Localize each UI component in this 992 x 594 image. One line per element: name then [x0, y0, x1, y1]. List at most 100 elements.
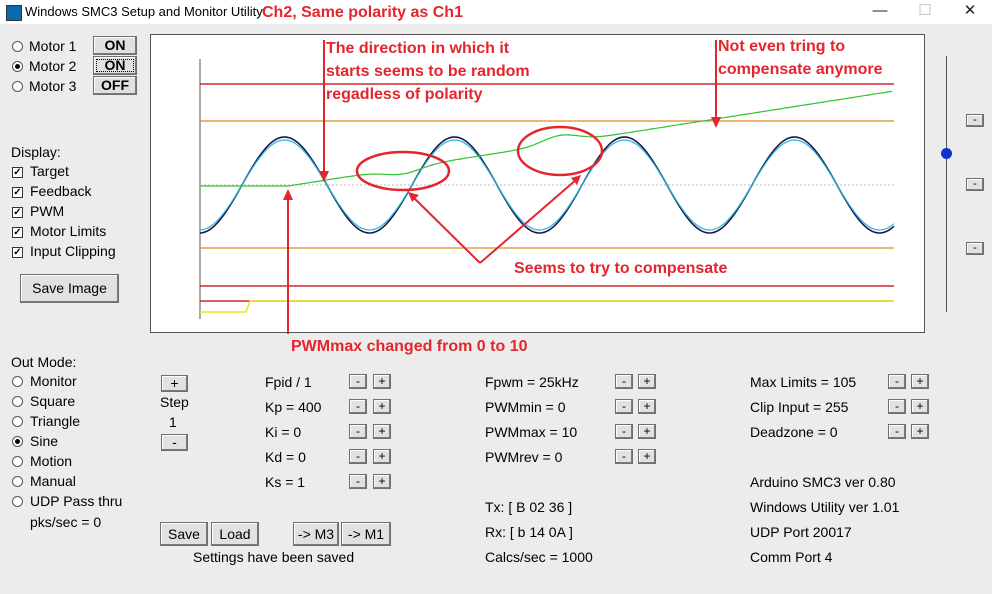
kp-label: Kp = 400: [265, 399, 322, 415]
max-limits-minus-button[interactable]: -: [888, 374, 906, 389]
copy-to-m3-button[interactable]: -> M3: [293, 522, 339, 546]
kd-plus-button[interactable]: +: [373, 449, 391, 464]
pwmmax-arrowhead: [283, 189, 293, 200]
slider-button-bottom[interactable]: -: [966, 242, 984, 255]
calcs-readout: Calcs/sec = 1000: [485, 549, 593, 565]
motor-2-toggle-button[interactable]: ON: [93, 56, 137, 75]
fpid-plus-button[interactable]: +: [373, 374, 391, 389]
save-image-button[interactable]: Save Image: [20, 274, 119, 303]
pwmrev-label: PWMrev = 0: [485, 449, 563, 465]
motor-1-radio[interactable]: [12, 41, 23, 52]
square-radio[interactable]: [12, 396, 23, 407]
step-label: Step: [160, 394, 189, 410]
max-limits-plus-button[interactable]: +: [911, 374, 929, 389]
pwmmax-annotation: PWMmax changed from 0 to 10: [291, 338, 528, 355]
monitor-radio[interactable]: [12, 376, 23, 387]
pwmrev-plus-button[interactable]: +: [638, 449, 656, 464]
copy-to-m1-button[interactable]: -> M1: [341, 522, 391, 546]
fpwm-plus-button[interactable]: +: [638, 374, 656, 389]
seems-arrowhead-1: [408, 192, 419, 202]
pwmmax-minus-button[interactable]: -: [615, 424, 633, 439]
slider-knob[interactable]: [941, 148, 952, 159]
seems-arrowhead-2: [571, 175, 581, 185]
step-value: 1: [169, 414, 177, 430]
motor-3-radio[interactable]: [12, 81, 23, 92]
clip-input-minus-button[interactable]: -: [888, 399, 906, 414]
kp-minus-button[interactable]: -: [349, 399, 367, 414]
motion-label: Motion: [30, 453, 73, 469]
deadzone-plus-button[interactable]: +: [911, 424, 929, 439]
motor-2-radio[interactable]: [12, 61, 23, 72]
slider-button-middle[interactable]: -: [966, 178, 984, 191]
feedback-checkbox[interactable]: ✓: [12, 187, 23, 198]
direction-arrowhead: [319, 171, 329, 182]
comm-port: Comm Port 4: [750, 549, 833, 565]
title-annotation: Ch2, Same polarity as Ch1: [262, 4, 463, 21]
input-clipping-label: Input Clipping: [30, 243, 116, 259]
ks-minus-button[interactable]: -: [349, 474, 367, 489]
minimize-icon[interactable]: —: [872, 2, 888, 19]
pwmmax-label: PWMmax = 10: [485, 424, 578, 440]
clip-input-plus-button[interactable]: +: [911, 399, 929, 414]
save-button[interactable]: Save: [160, 522, 208, 546]
pwmmin-plus-button[interactable]: +: [638, 399, 656, 414]
motor-1-toggle-button[interactable]: ON: [93, 36, 137, 55]
pwmmax-plus-button[interactable]: +: [638, 424, 656, 439]
pwm-series: [200, 90, 893, 187]
utility-version: Windows Utility ver 1.01: [750, 499, 900, 515]
fpid-minus-button[interactable]: -: [349, 374, 367, 389]
manual-radio[interactable]: [12, 476, 23, 487]
triangle-label: Triangle: [30, 413, 81, 429]
motion-radio[interactable]: [12, 456, 23, 467]
seems-arrow-1: [411, 195, 481, 264]
ki-plus-button[interactable]: +: [373, 424, 391, 439]
slider-button-top[interactable]: -: [966, 114, 984, 127]
compensate-ellipse-1: [355, 150, 451, 192]
pwm-checkbox[interactable]: ✓: [12, 207, 23, 218]
motor-limits-label: Motor Limits: [30, 223, 107, 239]
kp-plus-button[interactable]: +: [373, 399, 391, 414]
monitor-label: Monitor: [30, 373, 77, 389]
pwm-label: PWM: [30, 203, 65, 219]
fpid-label: Fpid / 1: [265, 374, 312, 390]
motor-3-label: Motor 3: [29, 78, 77, 94]
step-plus-button[interactable]: +: [161, 375, 188, 392]
deadzone-minus-button[interactable]: -: [888, 424, 906, 439]
feedback-series: [199, 139, 895, 231]
sine-radio[interactable]: [12, 436, 23, 447]
square-label: Square: [30, 393, 76, 409]
ks-plus-button[interactable]: +: [373, 474, 391, 489]
ks-label: Ks = 1: [265, 474, 306, 490]
pwmrev-minus-button[interactable]: -: [615, 449, 633, 464]
triangle-radio[interactable]: [12, 416, 23, 427]
target-series: [199, 136, 895, 234]
kd-label: Kd = 0: [265, 449, 306, 465]
maximize-icon[interactable]: ☐: [918, 2, 932, 19]
out-mode-title: Out Mode:: [11, 354, 77, 370]
compensate-ellipse-2: [516, 125, 604, 177]
input-clipping-checkbox[interactable]: ✓: [12, 247, 23, 258]
manual-label: Manual: [30, 473, 76, 489]
udp-port: UDP Port 20017: [750, 524, 852, 540]
motor-3-toggle-button[interactable]: OFF: [93, 76, 137, 95]
motor-1-label: Motor 1: [29, 38, 77, 54]
motor-limits-checkbox[interactable]: ✓: [12, 227, 23, 238]
seems-annotation: Seems to try to compensate: [514, 260, 728, 277]
step-minus-button[interactable]: -: [161, 434, 188, 451]
slider-track[interactable]: [946, 56, 947, 312]
close-icon[interactable]: ✕: [963, 2, 977, 19]
pwmmin-minus-button[interactable]: -: [615, 399, 633, 414]
kd-minus-button[interactable]: -: [349, 449, 367, 464]
ki-minus-button[interactable]: -: [349, 424, 367, 439]
target-checkbox[interactable]: ✓: [12, 167, 23, 178]
tx-readout: Tx: [ B 02 36 ]: [485, 499, 573, 515]
feedback-label: Feedback: [30, 183, 92, 199]
pwmmin-label: PWMmin = 0: [485, 399, 566, 415]
pks-per-sec: pks/sec = 0: [30, 514, 102, 530]
udp-pass-thru-radio[interactable]: [12, 496, 23, 507]
not-even-annotation: Not even tring to compensate anymore: [718, 38, 883, 78]
window-title: Windows SMC3 Setup and Monitor Utility: [25, 4, 263, 19]
load-button[interactable]: Load: [211, 522, 259, 546]
fpwm-minus-button[interactable]: -: [615, 374, 633, 389]
title-bar: [0, 0, 992, 24]
